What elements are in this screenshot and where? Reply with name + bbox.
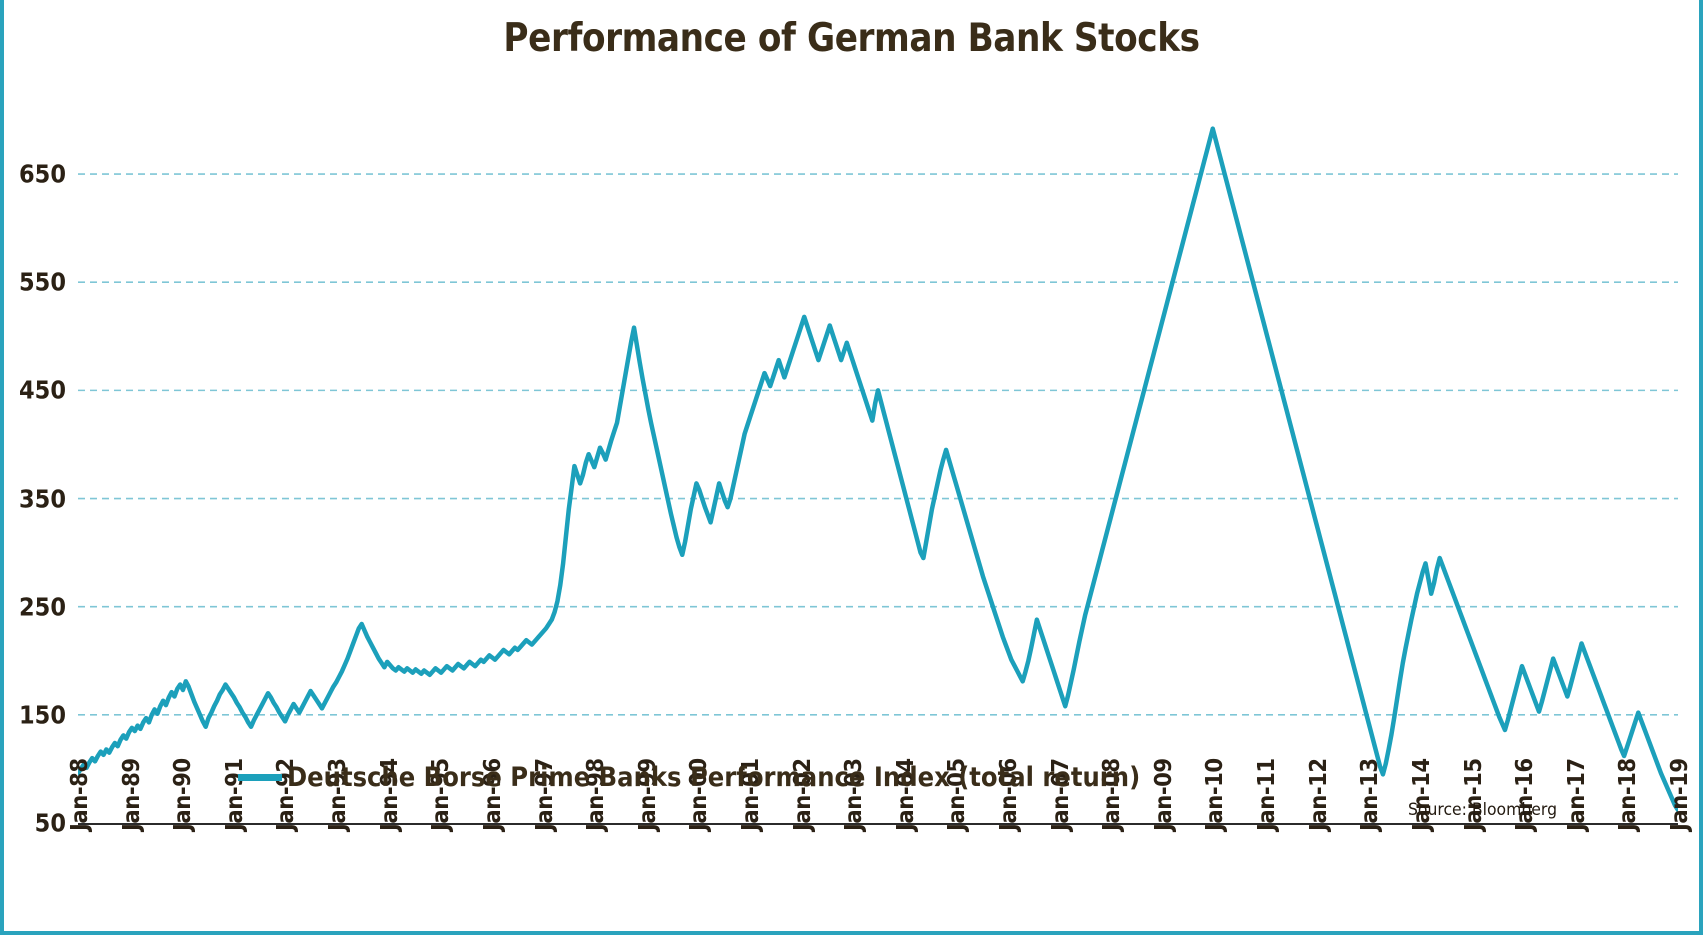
y-tick-label: 650 [19, 159, 66, 189]
gridlines [78, 173, 1678, 716]
x-tick-label: Jan-88 [67, 758, 93, 831]
bottom-border-accent [0, 931, 1703, 935]
x-tick-label: Jan-19 [1667, 758, 1693, 831]
left-border-accent [0, 0, 4, 935]
series-line [78, 126, 1678, 813]
source-attribution: Source: Bloomberg [1407, 800, 1557, 820]
x-tick-label: Jan-89 [118, 758, 145, 831]
right-border-accent [1699, 0, 1703, 935]
y-tick-label: 450 [19, 375, 66, 405]
y-tick-label: 150 [19, 700, 66, 730]
x-axis-line [78, 823, 1678, 825]
series-lines [78, 126, 1678, 813]
y-tick-label: 350 [19, 484, 66, 514]
chart-title: Performance of German Bank Stocks [503, 16, 1200, 61]
x-tick-label: Jan-11 [1254, 758, 1281, 831]
x-tick-label: Jan-17 [1563, 758, 1590, 831]
chart-canvas [78, 126, 1678, 813]
x-tick-label: Jan-90 [170, 758, 197, 831]
y-tick-label: 250 [19, 592, 66, 622]
chart-legend: Deutsche Borse Prime Banks Performance I… [238, 762, 1235, 793]
x-tick-label: Jan-12 [1305, 758, 1332, 831]
x-tick-label: Jan-13 [1357, 758, 1384, 831]
legend-series-label: Deutsche Borse Prime Banks Performance I… [287, 762, 1141, 793]
y-tick-label: 50 [34, 808, 66, 838]
plot-area [78, 120, 1678, 823]
legend-line-swatch [238, 774, 282, 781]
y-tick-label: 550 [19, 267, 66, 297]
x-tick-label: Jan-18 [1615, 758, 1642, 831]
